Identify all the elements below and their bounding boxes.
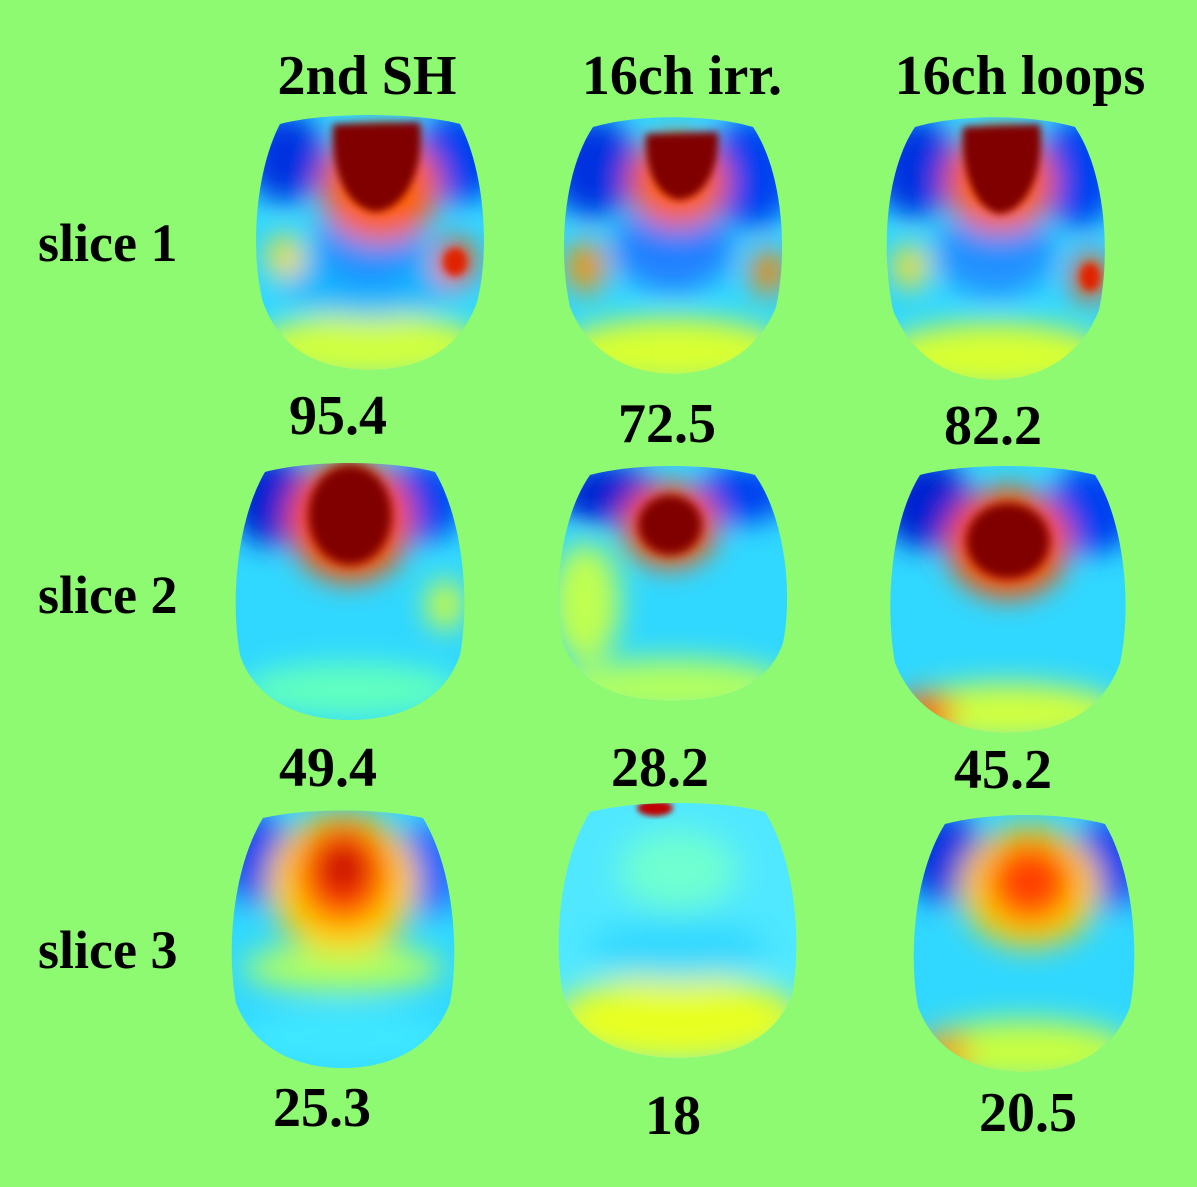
field-map-slice-2-16ch-loops [890,466,1126,733]
field-map-slice-3-16ch-irr [558,803,797,1058]
value-slice-2-16ch-irr: 28.2 [611,737,709,799]
field-map-slice-1-2nd-sh [256,115,484,370]
field-map-slice-2-16ch-irr [558,466,788,701]
row-label-slice-1: slice 1 [38,213,178,273]
field-map-slice-1-16ch-irr [563,117,783,374]
row-label-slice-3: slice 3 [38,920,178,980]
field-map-slice-3-16ch-loops [913,815,1135,1072]
row-label-slice-2: slice 2 [38,565,178,625]
value-slice-3-16ch-irr: 18 [645,1085,701,1147]
field-map-slice-3-2nd-sh [231,810,455,1068]
value-slice-1-16ch-irr: 72.5 [618,393,716,455]
field-map-slice-2-2nd-sh [235,463,465,720]
value-slice-2-2nd-sh: 49.4 [279,737,377,799]
value-slice-3-2nd-sh: 25.3 [273,1077,371,1139]
value-slice-2-16ch-loops: 45.2 [954,739,1052,801]
value-slice-3-16ch-loops: 20.5 [979,1082,1077,1144]
value-slice-1-16ch-loops: 82.2 [944,395,1042,457]
column-title-16ch-loops: 16ch loops [894,45,1146,107]
column-title-2nd-sh: 2nd SH [277,45,457,107]
value-slice-1-2nd-sh: 95.4 [289,385,387,447]
column-title-16ch-irr: 16ch irr. [581,45,783,107]
field-map-slice-1-16ch-loops [886,117,1105,380]
